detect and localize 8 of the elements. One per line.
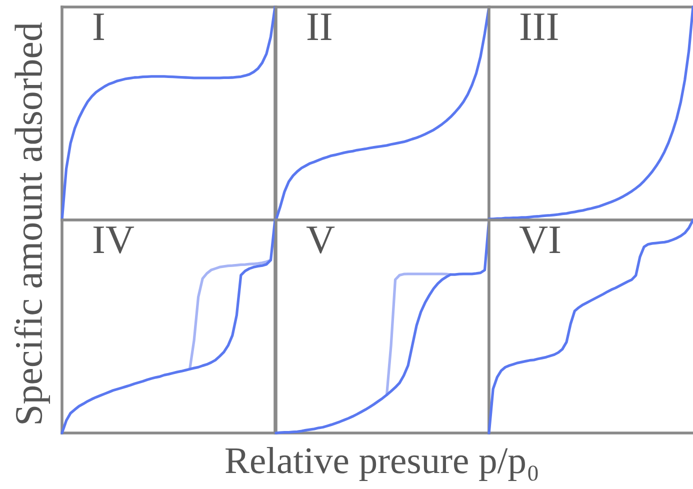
chart-title: II <box>307 14 332 40</box>
x-axis-title: Relative presure p/p₀ <box>226 447 538 482</box>
y-axis-title: Specific amount adsorbed <box>14 22 50 424</box>
chart-title: VI <box>519 226 560 254</box>
chart-title: V <box>306 226 335 254</box>
chart-title: III <box>520 14 558 40</box>
chart-title: IV <box>93 226 134 254</box>
chart-title: I <box>93 14 104 40</box>
